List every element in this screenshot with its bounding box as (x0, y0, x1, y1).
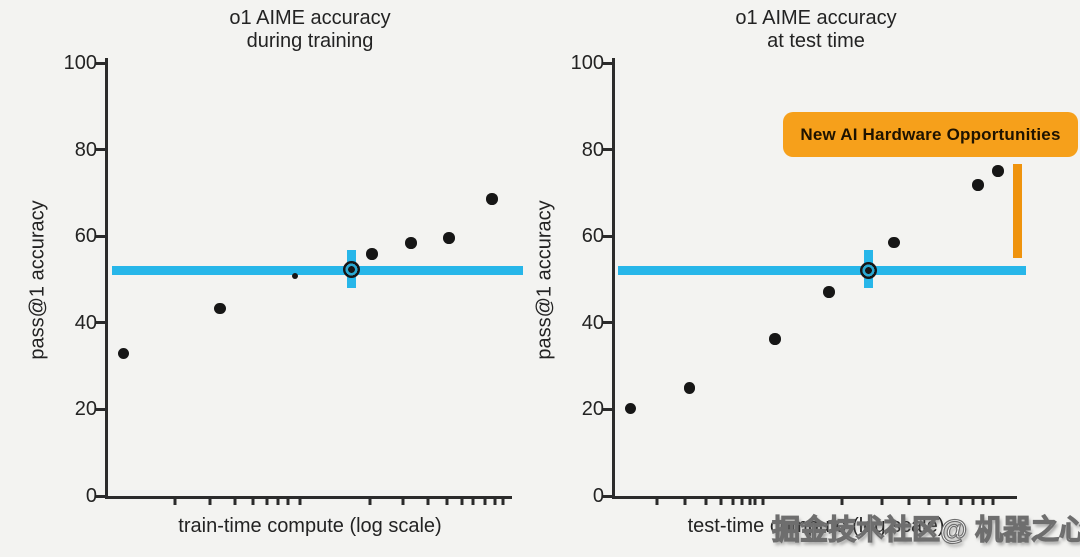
x-axis-tick (981, 499, 985, 505)
plot-area-test-time: o1 AIME accuracy at test time pass@1 acc… (534, 7, 1026, 537)
chart-title-line1: o1 AIME accuracy (735, 7, 897, 29)
y-axis-tick (96, 148, 105, 152)
x-axis-tick (927, 499, 931, 505)
x-axis-tick (276, 499, 280, 505)
y-axis-tick-label: 20 (581, 398, 604, 421)
x-axis-tick (460, 499, 463, 505)
y-axis-label: pass@1 accuracy (26, 199, 49, 360)
y-axis-tick-label: 0 (85, 485, 97, 507)
data-point (823, 286, 835, 298)
y-axis (105, 58, 108, 499)
y-axis-tick-label: 80 (581, 138, 604, 161)
x-axis-tick (298, 499, 302, 505)
x-axis-tick (945, 499, 949, 505)
chart-title-line2: at test time (767, 30, 865, 52)
x-axis-tick (991, 499, 995, 505)
x-axis-label: test-time compute (log scale) (687, 515, 945, 537)
x-axis-tick (401, 499, 405, 505)
y-axis-tick (96, 61, 105, 65)
data-point (366, 248, 378, 260)
x-axis-tick (971, 499, 975, 505)
data-point (486, 193, 498, 205)
x-axis-tick (445, 499, 449, 505)
y-axis-tick-label: 100 (570, 52, 604, 74)
y-axis-tick-label: 100 (63, 52, 97, 74)
y-axis-label: pass@1 accuracy (533, 199, 556, 360)
plot-area-train-time: o1 AIME accuracy during training pass@1 … (27, 7, 523, 537)
x-axis-tick (704, 499, 708, 505)
y-axis-tick-label: 20 (74, 398, 97, 421)
data-point (769, 333, 781, 345)
x-axis-label: train-time compute (log scale) (178, 515, 442, 537)
x-axis-tick (880, 499, 884, 505)
y-axis-tick-label: 60 (74, 225, 97, 248)
data-point-circled (860, 261, 878, 279)
x-axis-tick (655, 499, 659, 505)
data-point (443, 232, 455, 244)
data-point (117, 347, 130, 360)
y-axis-tick (603, 494, 612, 498)
x-axis-tick (501, 499, 505, 505)
chart-title-line2: during training (246, 30, 374, 52)
x-axis (105, 496, 512, 499)
y-axis-tick (603, 321, 612, 325)
y-axis-tick (603, 234, 612, 238)
y-axis-tick (96, 234, 105, 238)
watermark-text: 掘金技术社区@ 机器之心 (771, 513, 1080, 545)
x-axis-tick (907, 499, 911, 505)
x-axis-tick (748, 499, 752, 505)
hardware-opportunities-badge: New AI Hardware Opportunities (783, 112, 1078, 157)
reference-line-horizontal (112, 265, 523, 276)
x-axis-tick (959, 499, 963, 505)
x-axis-tick (683, 499, 687, 505)
data-point-circled (343, 261, 361, 279)
opportunity-range-bar (1012, 163, 1023, 259)
x-axis-tick (265, 499, 269, 505)
x-axis-tick (761, 499, 765, 505)
x-axis (612, 496, 1017, 499)
y-axis-tick (603, 407, 612, 411)
data-point (214, 302, 226, 315)
chart-title: o1 AIME accuracy at test time (615, 7, 1017, 53)
data-point (624, 402, 637, 415)
x-axis-tick (753, 499, 757, 505)
data-point (888, 236, 900, 249)
x-axis-tick (173, 499, 177, 505)
x-axis-tick (233, 499, 237, 505)
x-axis-tick (426, 499, 430, 505)
x-axis-tick (471, 499, 475, 505)
x-axis-tick (368, 499, 372, 505)
y-axis-tick (603, 148, 612, 152)
y-axis-tick (603, 61, 612, 65)
y-axis-tick (96, 321, 105, 325)
chart-title: o1 AIME accuracy during training (108, 7, 512, 53)
x-axis-tick (251, 499, 255, 505)
y-axis-tick-label: 60 (581, 225, 604, 248)
x-axis-tick (731, 499, 735, 505)
reference-line-horizontal (618, 265, 1026, 276)
data-point (405, 237, 417, 249)
data-point (972, 179, 984, 191)
x-axis-tick (483, 499, 487, 505)
chart-title-line1: o1 AIME accuracy (229, 7, 391, 29)
data-point (683, 382, 696, 394)
data-point (292, 273, 299, 280)
x-axis-tick (740, 499, 744, 505)
y-axis-tick (96, 494, 105, 498)
y-axis-tick (96, 407, 105, 411)
data-point (992, 165, 1004, 177)
x-axis-tick (493, 499, 497, 505)
x-axis-tick (840, 499, 844, 505)
y-axis-tick-label: 80 (74, 138, 97, 161)
x-axis-tick (719, 499, 723, 505)
x-axis-tick (286, 499, 290, 505)
y-axis-tick-label: 0 (592, 485, 604, 507)
y-axis-tick-label: 40 (74, 311, 97, 334)
y-axis-tick-label: 40 (581, 311, 604, 334)
y-axis (612, 58, 615, 499)
x-axis-tick (208, 499, 212, 505)
